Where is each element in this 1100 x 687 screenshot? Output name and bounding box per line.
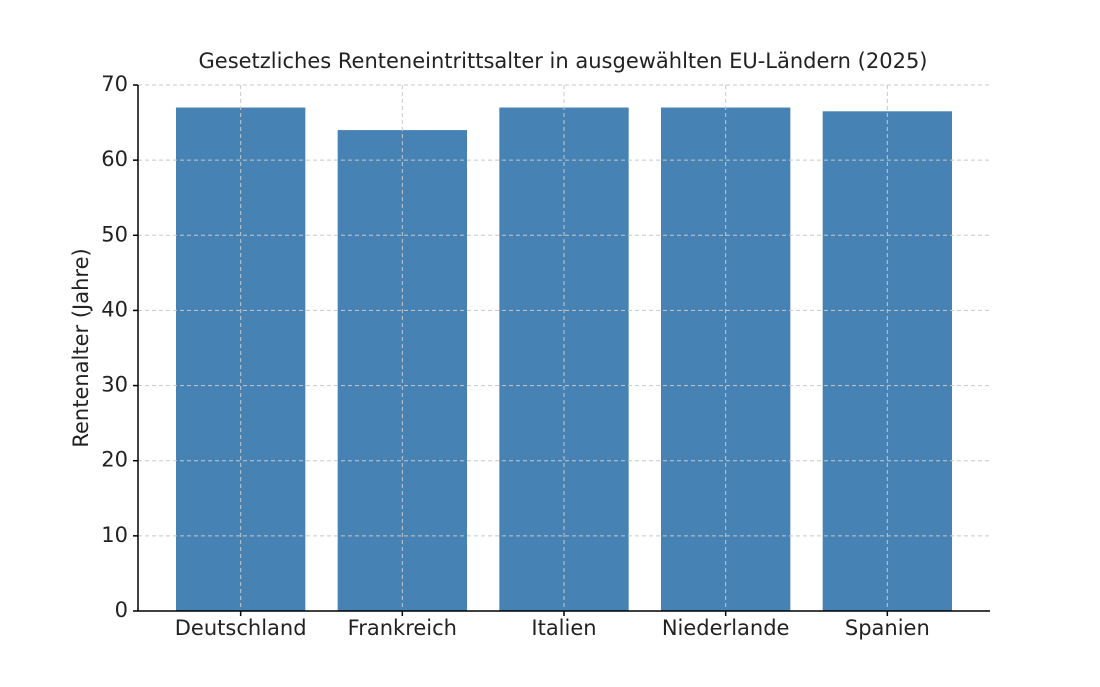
chart-title: Gesetzliches Renteneintrittsalter in aus… [199,49,928,73]
y-tick-label: 40 [101,297,128,321]
y-tick-label: 30 [101,373,128,397]
y-tick-label: 0 [115,598,128,622]
y-tick-label: 20 [101,448,128,472]
y-tick-label: 50 [101,222,128,246]
y-tick-label: 10 [101,523,128,547]
bar [337,130,467,612]
x-tick-label: Frankreich [348,616,457,640]
y-tick-label: 60 [101,147,128,171]
y-tick-label: 70 [101,72,128,96]
y-axis-label: Rentenalter (Jahre) [69,248,93,447]
x-tick-label: Niederlande [662,616,790,640]
x-tick-label: Italien [531,616,596,640]
x-tick-label: Deutschland [175,616,307,640]
x-tick-label: Spanien [845,616,930,640]
